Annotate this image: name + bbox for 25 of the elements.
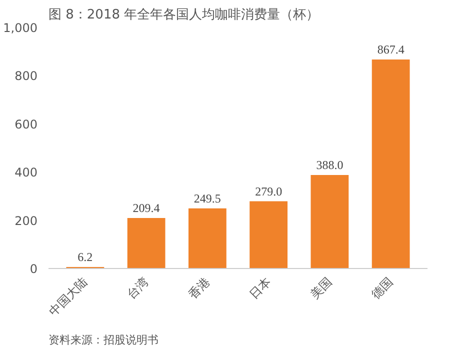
y-tick-label: 800 — [14, 69, 38, 84]
bar — [188, 208, 226, 268]
x-tick-label: 香港 — [186, 274, 212, 302]
chart-title: 图 8：2018 年全年各国人均咖啡消费量（杯） — [48, 8, 320, 22]
y-tick-label: 0 — [30, 262, 38, 276]
x-tick-label: 美国 — [308, 274, 335, 302]
x-tick-label: 中国大陆 — [46, 274, 90, 318]
x-tick-label: 台湾 — [124, 274, 152, 302]
y-tick-label: 400 — [14, 166, 38, 180]
bar — [127, 218, 166, 268]
x-tick-label: 日本 — [246, 274, 274, 302]
data-label: 249.5 — [194, 191, 221, 206]
x-tick-label: 德国 — [368, 274, 396, 302]
data-label: 279.0 — [255, 184, 282, 198]
data-label: 6.2 — [78, 250, 93, 264]
data-label: 388.0 — [316, 158, 344, 172]
bar — [310, 174, 349, 268]
y-tick-label: 1,000 — [3, 21, 38, 35]
bar — [250, 201, 288, 268]
bar — [372, 59, 410, 268]
data-label: 209.4 — [132, 201, 160, 216]
text: 资料来源：招股说明书 — [48, 334, 158, 346]
data-label: 867.4 — [377, 42, 404, 56]
y-tick-label: 600 — [14, 117, 38, 132]
y-tick-label: 200 — [14, 214, 38, 228]
